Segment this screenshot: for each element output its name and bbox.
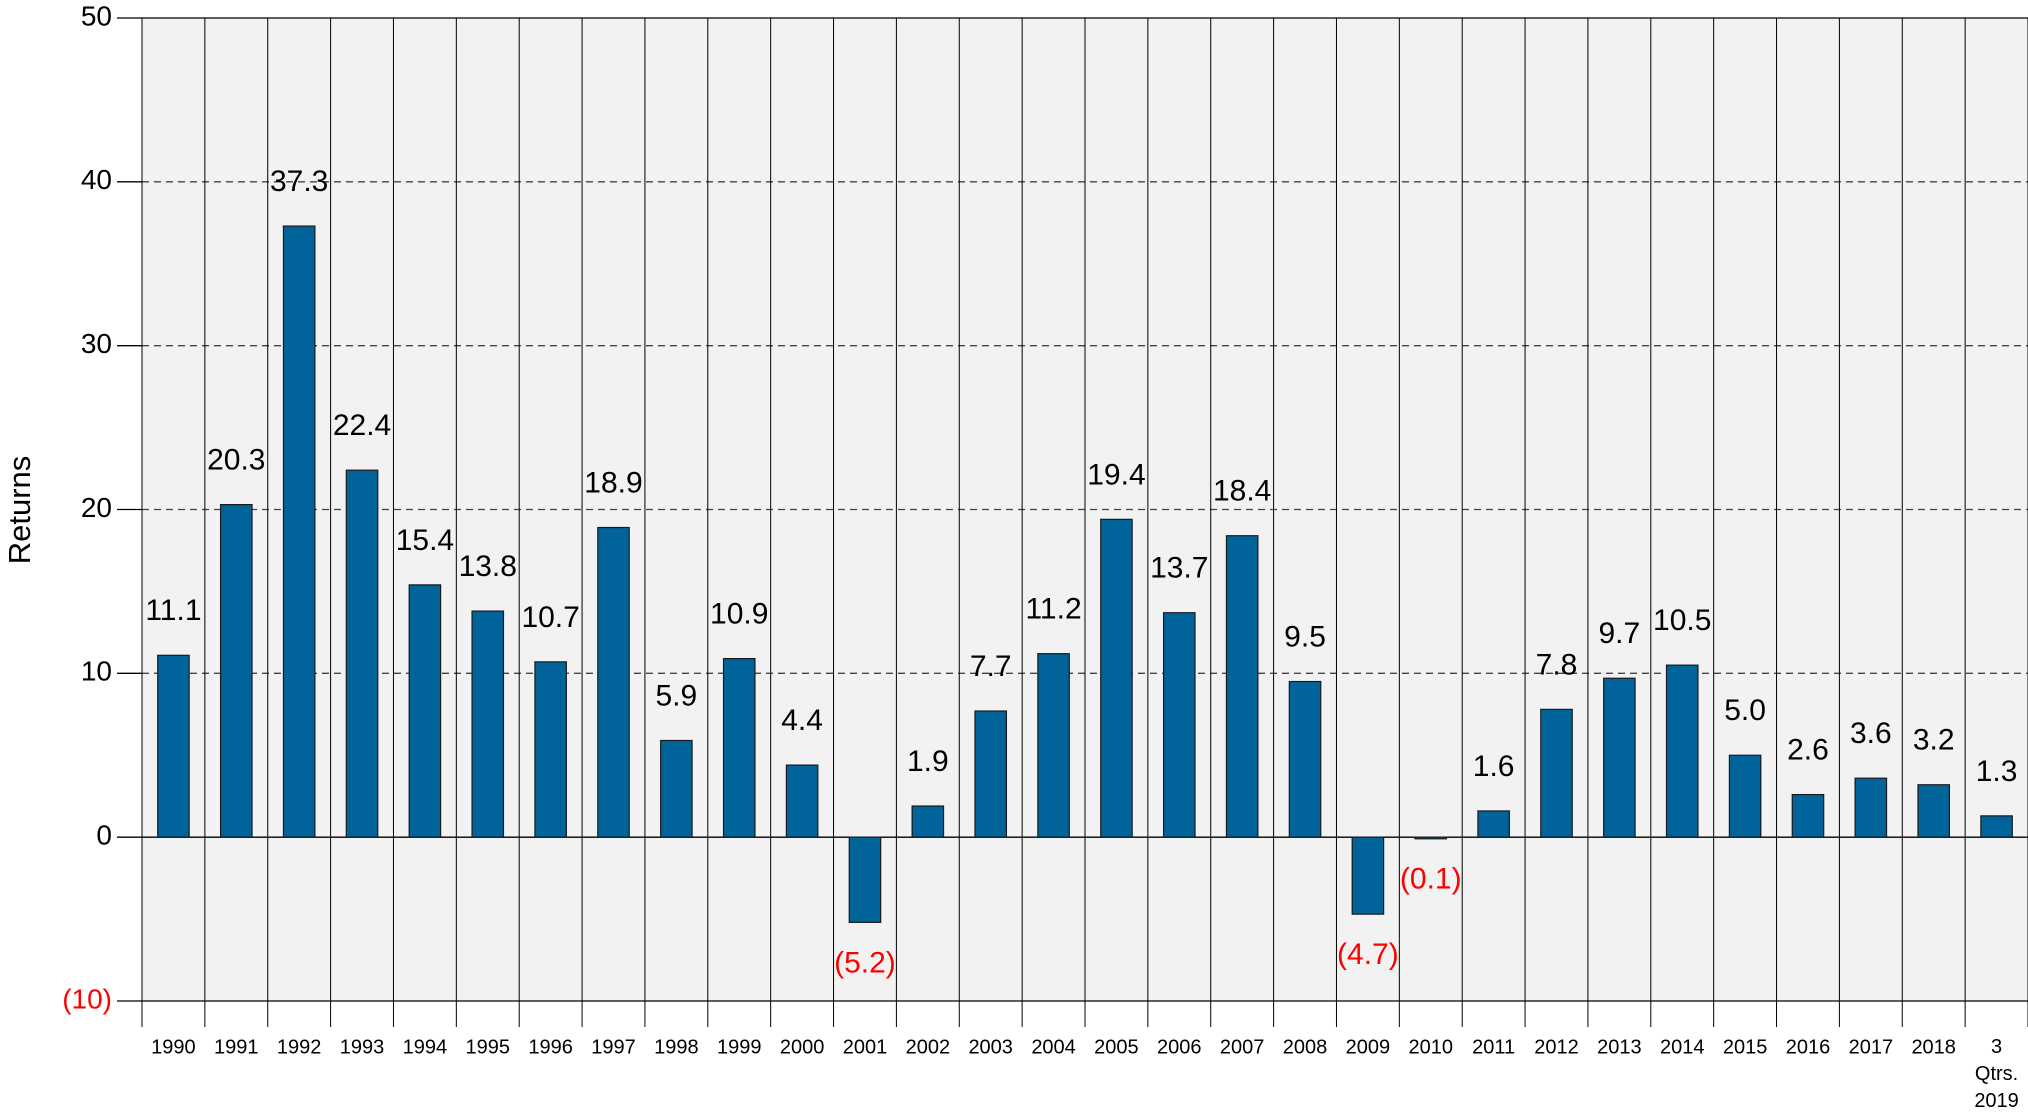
data-label: 1.3 <box>1976 755 2018 788</box>
data-label: 9.5 <box>1284 620 1326 653</box>
x-tick-label: 2009 <box>1346 1036 1391 1058</box>
bar <box>660 739 693 838</box>
data-label: (0.1) <box>1400 863 1462 896</box>
x-tick-label: 2008 <box>1283 1036 1328 1058</box>
bar <box>1225 535 1259 838</box>
bar <box>219 503 253 838</box>
x-tick-label: 2000 <box>780 1036 825 1058</box>
data-label: 18.9 <box>584 466 642 499</box>
x-tick-label: 1990 <box>151 1036 196 1058</box>
x-tick-label: 1991 <box>214 1036 259 1058</box>
bar <box>1288 680 1322 838</box>
x-tick-label: 2018 <box>1911 1036 1956 1058</box>
x-tick-label: 2003 <box>968 1036 1013 1058</box>
bar <box>1162 612 1196 838</box>
data-label: 5.9 <box>656 679 698 712</box>
bar <box>1854 777 1888 838</box>
x-tick-label: 2010 <box>1409 1036 1454 1058</box>
bar <box>1540 708 1573 838</box>
data-label: 3.6 <box>1850 717 1892 750</box>
x-tick-label: 3 Qtrs. 2019 <box>1974 1036 2019 1112</box>
y-tick-label: 40 <box>81 164 112 195</box>
data-label: 7.7 <box>970 650 1012 683</box>
x-tick-label: 2015 <box>1723 1036 1768 1058</box>
bar <box>1037 653 1070 838</box>
x-tick-label: 1995 <box>466 1036 511 1058</box>
bar <box>282 225 316 838</box>
data-label: 10.5 <box>1653 604 1711 637</box>
x-tick-label: 2002 <box>906 1036 951 1058</box>
bar <box>1665 664 1699 838</box>
x-tick-label: 2012 <box>1534 1036 1579 1058</box>
x-tick-label: 1994 <box>403 1036 448 1058</box>
data-label: (5.2) <box>834 946 896 979</box>
x-tick-label: 2016 <box>1786 1036 1831 1058</box>
bar <box>722 657 756 838</box>
data-label: 4.4 <box>781 704 823 737</box>
y-tick-label: 10 <box>81 656 112 687</box>
bar <box>1477 810 1510 838</box>
bar <box>1917 784 1951 838</box>
data-label: 1.6 <box>1473 750 1515 783</box>
x-tick-label: 1998 <box>654 1036 699 1058</box>
bar <box>1351 836 1385 915</box>
y-tick-label: 50 <box>81 0 112 31</box>
bar <box>785 764 819 838</box>
data-label: 22.4 <box>333 409 391 442</box>
bar <box>1603 677 1636 838</box>
data-label: 9.7 <box>1599 617 1641 650</box>
data-label: 2.6 <box>1787 733 1829 766</box>
data-label: 5.0 <box>1724 694 1766 727</box>
y-tick-label: (10) <box>62 983 112 1014</box>
bar <box>848 836 882 923</box>
data-label: 11.2 <box>1025 593 1081 626</box>
data-label: 3.2 <box>1913 724 1955 757</box>
x-tick-label: 2013 <box>1597 1036 1642 1058</box>
x-tick-label: 1996 <box>528 1036 573 1058</box>
data-label: 13.7 <box>1150 552 1208 585</box>
bar <box>1414 836 1448 840</box>
y-tick-label: 30 <box>81 328 112 359</box>
x-tick-label: 2005 <box>1094 1036 1139 1058</box>
x-tick-label: 1993 <box>340 1036 385 1058</box>
x-tick-label: 2014 <box>1660 1036 1705 1058</box>
bar <box>597 526 630 838</box>
bar <box>345 469 379 838</box>
x-tick-label: 2007 <box>1220 1036 1265 1058</box>
data-label: 19.4 <box>1087 458 1145 491</box>
x-tick-label: 1992 <box>277 1036 322 1058</box>
x-tick-label: 2017 <box>1849 1036 1894 1058</box>
data-label: 7.8 <box>1536 648 1578 681</box>
data-label: 11.1 <box>145 594 201 627</box>
x-tick-label: 2001 <box>843 1036 888 1058</box>
bar <box>1100 518 1133 838</box>
bar <box>471 610 505 838</box>
bar <box>408 584 442 838</box>
bar <box>1728 754 1762 838</box>
y-axis-label: Returns <box>2 456 37 565</box>
data-label: 37.3 <box>270 165 328 198</box>
bar <box>1980 815 2013 838</box>
data-label: 1.9 <box>907 745 949 778</box>
x-tick-label: 2011 <box>1472 1036 1515 1058</box>
y-tick-label: 20 <box>81 492 112 523</box>
data-label: 18.4 <box>1213 475 1271 508</box>
data-label: 10.7 <box>521 601 579 634</box>
data-label: 13.8 <box>459 550 517 583</box>
x-tick-label: 1997 <box>591 1036 636 1058</box>
y-tick-label: 0 <box>96 820 112 851</box>
bar <box>1791 793 1825 838</box>
data-label: (4.7) <box>1337 938 1399 971</box>
x-tick-label: 1999 <box>717 1036 762 1058</box>
bar <box>911 805 945 838</box>
bar <box>974 710 1008 838</box>
data-label: 10.9 <box>710 598 768 631</box>
x-tick-label: 2004 <box>1031 1036 1076 1058</box>
x-tick-label: 2006 <box>1157 1036 1202 1058</box>
data-label: 20.3 <box>207 444 265 477</box>
data-label: 15.4 <box>396 524 454 557</box>
bar <box>157 654 190 838</box>
bar <box>534 661 567 838</box>
